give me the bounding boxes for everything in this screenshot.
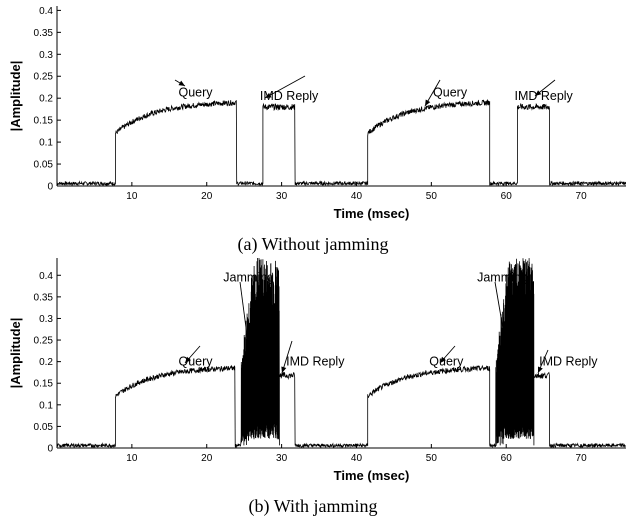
y-tick-label: 0 bbox=[47, 444, 53, 455]
x-tick-label: 20 bbox=[201, 191, 213, 202]
panel-b: 0 0.05 0.1 0.15 0.2 0.25 0.3 0.35 0.4 10 20 30 40 50 6… bbox=[8, 257, 626, 517]
x-axis-label: Time (msec) bbox=[334, 206, 410, 221]
arrow-head bbox=[538, 366, 543, 373]
annotation-label: IMD Reply bbox=[286, 355, 345, 369]
x-tick-label: 30 bbox=[276, 191, 288, 202]
arrow-head bbox=[425, 99, 431, 106]
annotation-label: Jamming bbox=[477, 270, 528, 284]
annotation-label: IMD Reply bbox=[539, 355, 598, 369]
y-tick-label: 0.3 bbox=[39, 314, 53, 325]
panel-caption: (b) With jamming bbox=[249, 496, 378, 517]
y-tick-label: 0.1 bbox=[39, 400, 53, 411]
annotation-arrow bbox=[264, 75, 306, 99]
y-tick-label: 0.25 bbox=[34, 72, 54, 83]
y-tick-label: 0.4 bbox=[39, 271, 53, 282]
signal-trace bbox=[56, 257, 626, 449]
annotation-arrow bbox=[239, 281, 251, 359]
y-tick-label: 0.05 bbox=[34, 160, 54, 171]
arrow-head bbox=[535, 90, 542, 96]
x-tick-label: 30 bbox=[276, 453, 288, 464]
annotation-label: Query bbox=[429, 355, 464, 369]
x-tick-label: 60 bbox=[501, 191, 513, 202]
x-tick-label: 60 bbox=[501, 453, 513, 464]
y-tick-label: 0.3 bbox=[39, 50, 53, 61]
x-tick-label: 10 bbox=[126, 453, 138, 464]
annotation-label: Query bbox=[178, 85, 213, 99]
x-axis-label: Time (msec) bbox=[334, 468, 410, 483]
arrow-head bbox=[440, 356, 446, 363]
y-tick-label: 0.05 bbox=[34, 422, 54, 433]
y-tick-label: 0.1 bbox=[39, 138, 53, 149]
panel-caption: (a) Without jamming bbox=[238, 234, 389, 255]
y-tick-label: 0 bbox=[47, 182, 53, 193]
x-tick-label: 70 bbox=[576, 191, 588, 202]
y-tick-label: 0.2 bbox=[39, 357, 53, 368]
x-tick-label: 50 bbox=[426, 453, 438, 464]
x-tick-label: 40 bbox=[351, 191, 363, 202]
y-tick-label: 0.2 bbox=[39, 94, 53, 105]
arrow-head bbox=[185, 356, 191, 363]
x-tick-label: 10 bbox=[126, 191, 138, 202]
y-axis-label: |Amplitude| bbox=[8, 318, 23, 389]
annotation-label: Jamming bbox=[223, 270, 274, 284]
y-tick-label: 0.15 bbox=[34, 379, 54, 390]
arrow-head bbox=[265, 92, 272, 98]
x-tick-label: 40 bbox=[351, 453, 363, 464]
signal-trace bbox=[56, 99, 626, 187]
arrow-head bbox=[504, 351, 510, 358]
y-tick-label: 0.35 bbox=[34, 292, 54, 303]
panel-a: 0 0.05 0.1 0.15 0.2 0.25 0.3 0.35 0.4 10 20 30 40 50 6… bbox=[8, 6, 626, 255]
x-tick-label: 50 bbox=[426, 191, 438, 202]
annotation-arrow bbox=[494, 281, 509, 359]
x-tick-label: 70 bbox=[576, 453, 588, 464]
arrow-head bbox=[246, 351, 252, 358]
y-tick-label: 0.15 bbox=[34, 116, 54, 127]
annotation-label: IMD Reply bbox=[514, 89, 573, 103]
arrow-head bbox=[281, 366, 287, 373]
annotation-label: Query bbox=[433, 85, 468, 99]
annotation-label: Query bbox=[178, 355, 213, 369]
y-tick-label: 0.25 bbox=[34, 336, 54, 347]
y-axis-label: |Amplitude| bbox=[8, 61, 23, 132]
arrow-head bbox=[178, 80, 185, 86]
x-tick-label: 20 bbox=[201, 453, 213, 464]
y-tick-label: 0.35 bbox=[34, 28, 54, 39]
y-tick-label: 0.4 bbox=[39, 6, 53, 17]
